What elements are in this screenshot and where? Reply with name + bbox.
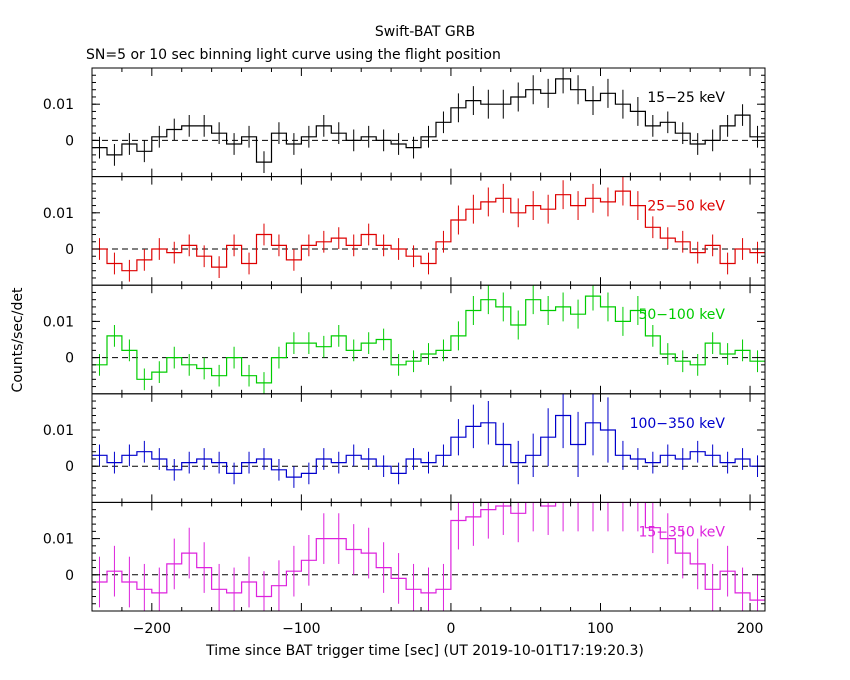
series-15-25-kev bbox=[92, 68, 765, 173]
panels-group: 0 0.01 15−25 keV 0 0.01 25−50 keV 0 0.01 50−100 … bbox=[43, 67, 766, 637]
series-25-50-kev bbox=[92, 176, 765, 282]
step-line bbox=[92, 414, 765, 478]
y-tick-label: 0 bbox=[65, 351, 74, 367]
panel-25-50-kev: 0 0.01 25−50 keV bbox=[43, 176, 766, 286]
y-tick-label: 0.01 bbox=[43, 532, 74, 548]
y-tick-label: 0.01 bbox=[43, 423, 74, 439]
y-tick-label: 0 bbox=[65, 242, 74, 258]
panel-15-25-kev: 0 0.01 15−25 keV bbox=[43, 67, 766, 178]
series-100-350-kev bbox=[92, 393, 765, 488]
x-tick-label: 100 bbox=[587, 621, 614, 637]
series-15-350-kev bbox=[92, 502, 765, 611]
chart-title: Swift-BAT GRB bbox=[375, 24, 475, 40]
step-line bbox=[92, 502, 765, 601]
y-tick-label: 0 bbox=[65, 133, 74, 149]
band-label: 15−25 keV bbox=[647, 90, 725, 106]
band-label: 100−350 keV bbox=[630, 416, 726, 432]
panel-100-350-kev: 0 0.01 100−350 keV bbox=[43, 393, 766, 503]
step-line bbox=[92, 78, 765, 163]
y-tick-label: 0 bbox=[65, 459, 74, 475]
x-axis-label: Time since BAT trigger time [sec] (UT 20… bbox=[205, 643, 644, 659]
x-tick-label: 200 bbox=[737, 621, 764, 637]
x-tick-label: −200 bbox=[133, 621, 171, 637]
band-label: 50−100 keV bbox=[638, 307, 725, 323]
panel-frame bbox=[91, 393, 766, 503]
y-tick-label: 0 bbox=[65, 568, 74, 584]
x-tick-label: 0 bbox=[446, 621, 455, 637]
panel-frame bbox=[91, 501, 766, 612]
series-50-100-kev bbox=[92, 285, 765, 394]
y-tick-label: 0.01 bbox=[43, 206, 74, 222]
panel-frame bbox=[91, 284, 766, 395]
band-label: 15−350 keV bbox=[638, 524, 725, 540]
y-axis-label: Counts/sec/det bbox=[10, 287, 26, 392]
step-line bbox=[92, 190, 765, 272]
y-tick-label: 0.01 bbox=[43, 314, 74, 330]
step-line bbox=[92, 295, 765, 384]
panel-15-350-kev: 0 0.01 15−350 keV bbox=[43, 501, 766, 612]
y-tick-label: 0.01 bbox=[43, 97, 74, 113]
x-tick-label: −100 bbox=[282, 621, 320, 637]
band-label: 25−50 keV bbox=[647, 199, 725, 215]
chart-subtitle: SN=5 or 10 sec binning light curve using… bbox=[86, 47, 501, 63]
panel-50-100-kev: 0 0.01 50−100 keV bbox=[43, 284, 766, 395]
